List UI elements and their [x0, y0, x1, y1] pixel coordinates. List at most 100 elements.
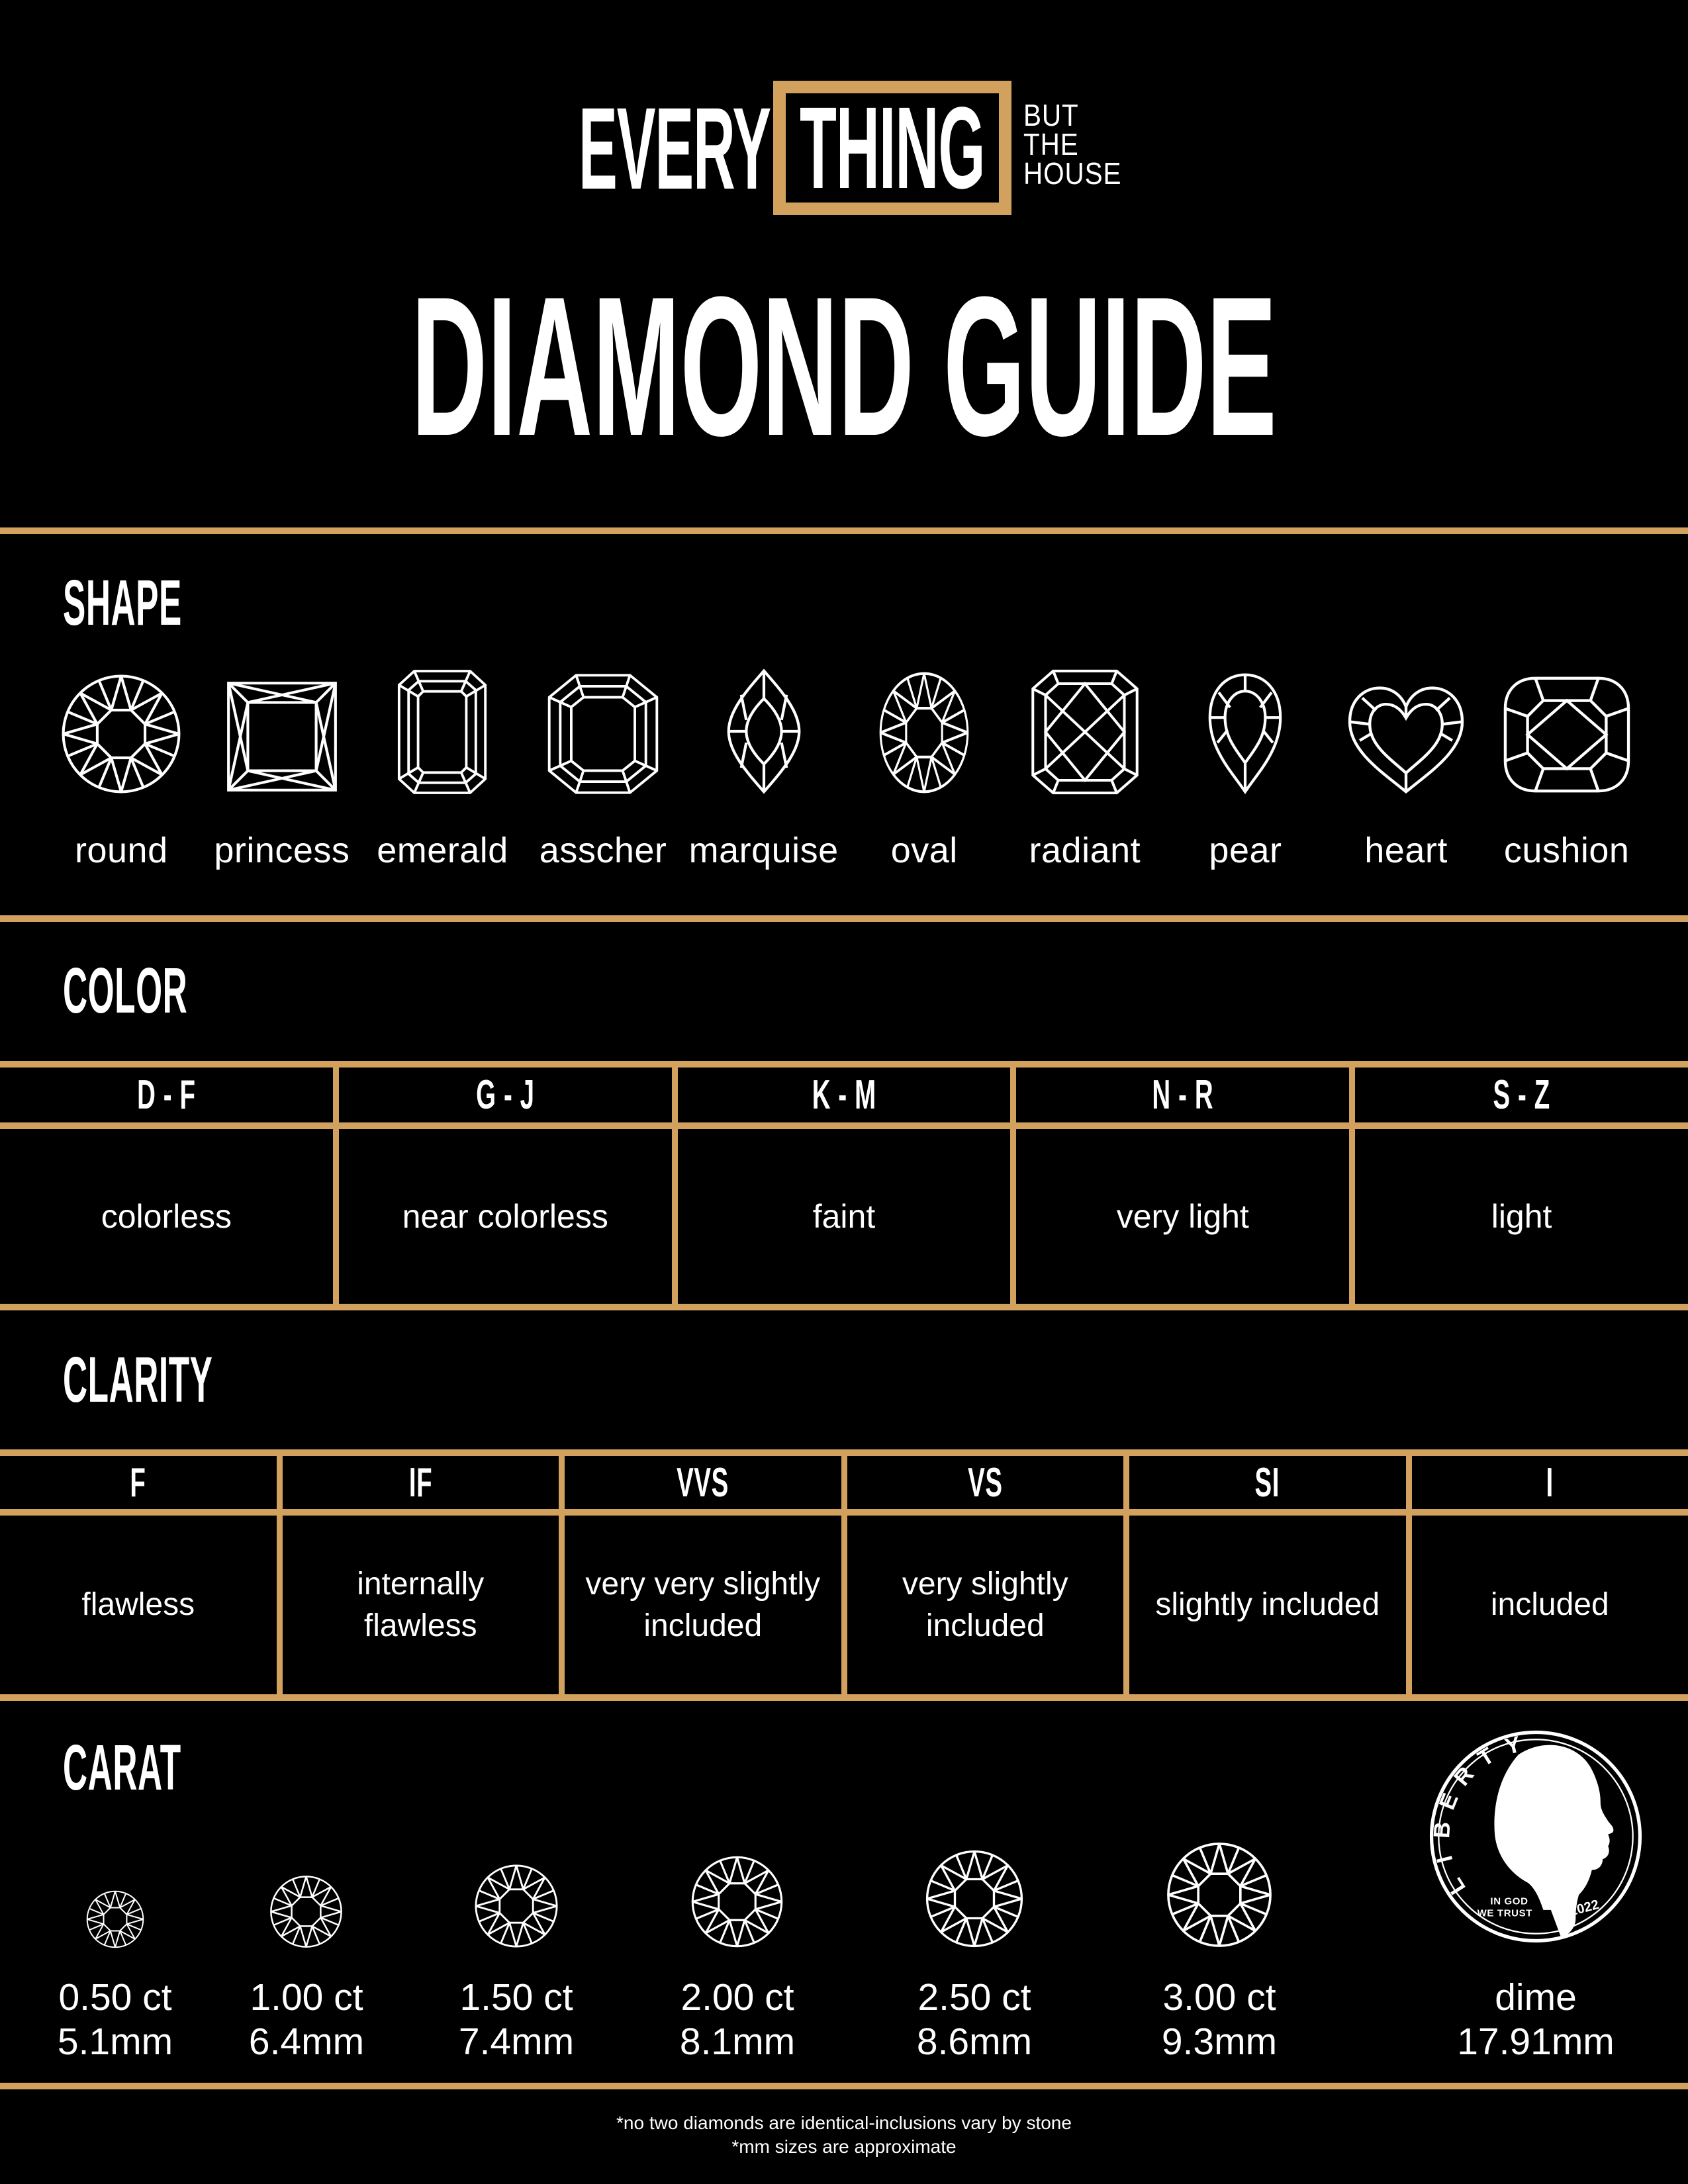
- color-grade-row: D - F G - J K - M N - R S - Z: [0, 1068, 1688, 1122]
- color-desc-cell: light: [1349, 1129, 1688, 1304]
- carat-mm-label: 9.3mm: [1161, 2021, 1278, 2063]
- shape-cell: [1165, 667, 1326, 796]
- shape-label: asscher: [539, 831, 667, 870]
- princess-shape-icon: [226, 682, 337, 792]
- shape-label: marquise: [688, 831, 839, 870]
- logo-word-every: EVERY: [578, 84, 771, 214]
- clarity-desc-cell: very slightly included: [841, 1516, 1124, 1694]
- carat-1.50-diamond-icon: [475, 1864, 558, 1948]
- clarity-grade: VS: [967, 1459, 1003, 1506]
- color-table: D - F G - J K - M N - R S - Z colorless …: [0, 1061, 1688, 1310]
- clarity-grade-cell: F: [0, 1456, 277, 1509]
- color-description-row: colorless near colorless faint very ligh…: [0, 1129, 1688, 1304]
- table-border: [0, 1304, 1688, 1310]
- clarity-grade: IF: [408, 1459, 432, 1506]
- clarity-grade-cell: VVS: [559, 1456, 841, 1509]
- shape-label: round: [74, 831, 168, 870]
- carat-mm-label: 6.4mm: [248, 2021, 365, 2063]
- shape-label: pear: [1209, 831, 1282, 870]
- clarity-grade-cell: SI: [1123, 1456, 1406, 1509]
- clarity-grade-cell: I: [1405, 1456, 1688, 1509]
- color-grade: S - Z: [1493, 1072, 1550, 1118]
- clarity-description: slightly included: [1155, 1587, 1380, 1623]
- shape-cell: [683, 667, 844, 796]
- clarity-grade-row: F IF VVS VS SI I: [0, 1456, 1688, 1509]
- carat-ct-label: 3.00 ct: [1162, 1976, 1276, 2019]
- shape-label: radiant: [1029, 831, 1141, 870]
- clarity-desc-cell: slightly included: [1123, 1516, 1406, 1694]
- color-description: faint: [812, 1198, 876, 1235]
- clarity-description: flawless: [81, 1587, 195, 1623]
- shape-cell: [41, 667, 202, 796]
- color-description: very light: [1116, 1198, 1249, 1235]
- svg-text:I: I: [1432, 1853, 1458, 1865]
- shape-label: princess: [214, 831, 350, 870]
- color-grade-cell: D - F: [0, 1068, 333, 1122]
- color-heading: COLOR: [63, 954, 188, 1026]
- svg-text:R: R: [1449, 1762, 1479, 1791]
- carat-ct-label: 0.50 ct: [58, 1976, 172, 2019]
- shape-cell: [1486, 667, 1647, 796]
- dime-coin-icon: L I B E R T Y IN GOD WE TRUST 2022: [1429, 1730, 1642, 1943]
- shape-cell: [523, 667, 684, 796]
- clarity-description: very very slightly included: [585, 1566, 821, 1643]
- table-border: [0, 1122, 1688, 1129]
- table-border: [0, 1061, 1688, 1068]
- color-description: light: [1491, 1198, 1552, 1235]
- svg-text:L: L: [1442, 1874, 1471, 1899]
- carat-ct-label: 2.00 ct: [680, 1976, 794, 2019]
- carat-mm-label: 7.4mm: [458, 2021, 575, 2063]
- carat-1.00-diamond-icon: [270, 1876, 342, 1948]
- shape-label: oval: [890, 831, 958, 870]
- shape-cell: [362, 667, 523, 796]
- clarity-description: very slightly included: [902, 1566, 1068, 1643]
- svg-text:E: E: [1434, 1790, 1464, 1813]
- color-grade-cell: G - J: [332, 1068, 672, 1122]
- clarity-desc-cell: flawless: [0, 1516, 277, 1694]
- clarity-desc-cell: very very slightly included: [559, 1516, 841, 1694]
- carat-2.50-diamond-icon: [925, 1850, 1023, 1948]
- clarity-description-row: flawless internally flawless very very s…: [0, 1516, 1688, 1694]
- table-border: [0, 1694, 1688, 1701]
- svg-text:Y: Y: [1503, 1732, 1524, 1760]
- table-border: [0, 1509, 1688, 1516]
- logo-gold-box: THING: [773, 81, 1011, 215]
- footnotes: *no two diamonds are identical-inclusion…: [0, 2111, 1688, 2159]
- clarity-grade: SI: [1254, 1459, 1280, 1506]
- clarity-grade: I: [1546, 1459, 1554, 1506]
- clarity-desc-cell: included: [1405, 1516, 1688, 1694]
- color-grade: G - J: [475, 1072, 535, 1118]
- heart-shape-icon: [1348, 686, 1464, 794]
- shape-cell: [1326, 667, 1487, 796]
- clarity-grade-cell: IF: [276, 1456, 559, 1509]
- section-divider: [0, 2083, 1688, 2089]
- footnote-line: *mm sizes are approximate: [731, 2136, 957, 2157]
- color-grade-cell: N - R: [1010, 1068, 1349, 1122]
- footnote-line: *no two diamonds are identical-inclusion…: [616, 2113, 1072, 2133]
- carat-mm-label: 5.1mm: [57, 2021, 173, 2063]
- svg-text:T: T: [1474, 1743, 1499, 1771]
- logo-suffix-line: HOUSE: [1023, 156, 1122, 191]
- carat-2.00-diamond-icon: [691, 1856, 783, 1948]
- color-desc-cell: very light: [1010, 1129, 1349, 1304]
- logo-word-thing: THING: [800, 83, 986, 213]
- marquise-shape-icon: [727, 668, 801, 794]
- carat-mm-label: 8.1mm: [679, 2021, 796, 2063]
- shape-icons-row: [41, 667, 1647, 796]
- color-description: near colorless: [402, 1198, 608, 1235]
- oval-shape-icon: [878, 670, 970, 796]
- color-grade-cell: K - M: [671, 1068, 1011, 1122]
- color-desc-cell: colorless: [0, 1129, 333, 1304]
- carat-heading: CARAT: [63, 1731, 181, 1803]
- color-grade: N - R: [1152, 1072, 1214, 1118]
- clarity-grade: VVS: [677, 1459, 729, 1506]
- carat-ct-label: dime: [1495, 1976, 1577, 2019]
- clarity-table: F IF VVS VS SI I flawless internally fla…: [0, 1449, 1688, 1701]
- shape-cell: [1005, 667, 1166, 796]
- round-shape-icon: [60, 672, 183, 796]
- clarity-description: internally flawless: [357, 1566, 485, 1643]
- color-grade: K - M: [812, 1072, 876, 1118]
- color-grade: D - F: [137, 1072, 196, 1118]
- shape-cell: [202, 667, 363, 796]
